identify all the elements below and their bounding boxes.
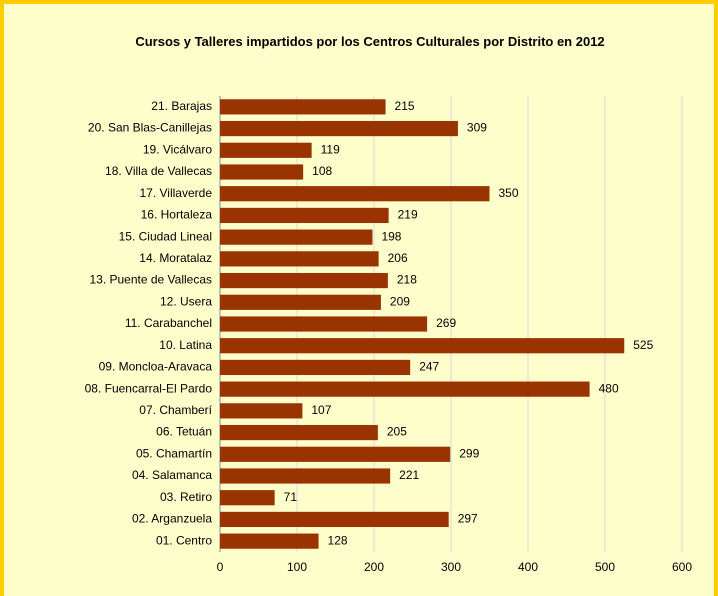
y-tick-label: 05. Chamartín <box>136 446 212 460</box>
y-tick-label: 09. Moncloa-Aravaca <box>99 360 213 374</box>
data-label: 350 <box>499 186 519 200</box>
chart-title: Cursos y Talleres impartidos por los Cen… <box>135 34 605 49</box>
bar <box>220 490 275 506</box>
data-label: 218 <box>397 273 417 287</box>
y-tick-label: 07. Chamberí <box>139 403 212 417</box>
bar <box>220 229 373 245</box>
y-tick-label: 16. Hortaleza <box>141 208 213 222</box>
bar <box>220 338 625 354</box>
y-tick-label: 01. Centro <box>156 533 212 547</box>
bar <box>220 294 381 310</box>
bar <box>220 207 389 224</box>
bar <box>220 533 319 549</box>
data-label: 247 <box>419 360 439 374</box>
bar <box>220 186 490 202</box>
y-tick-label: 02. Arganzuela <box>132 512 212 526</box>
data-label: 128 <box>328 533 348 547</box>
y-tick-label: 12. Usera <box>160 294 212 308</box>
x-tick-label: 200 <box>364 560 384 574</box>
x-tick-label: 600 <box>672 560 692 574</box>
x-tick-label: 100 <box>287 560 307 574</box>
y-tick-label: 10. Latina <box>159 338 212 352</box>
data-label: 205 <box>387 425 407 439</box>
data-label: 221 <box>399 468 419 482</box>
data-label: 209 <box>390 294 410 308</box>
bar <box>220 164 304 180</box>
y-tick-label: 06. Tetuán <box>156 425 212 439</box>
bar <box>220 403 303 419</box>
y-tick-label: 19. Vicálvaro <box>143 142 212 156</box>
data-label: 119 <box>321 142 340 156</box>
data-label: 215 <box>395 99 415 113</box>
y-tick-label: 08. Fuencarral-El Pardo <box>85 381 213 395</box>
y-tick-label: 15. Ciudad Lineal <box>119 229 212 243</box>
x-tick-label: 500 <box>595 560 615 574</box>
data-label: 198 <box>381 229 401 243</box>
bar <box>220 251 379 267</box>
data-label: 299 <box>459 446 479 460</box>
y-tick-label: 18. Villa de Vallecas <box>105 164 212 178</box>
x-tick-label: 0 <box>217 560 224 574</box>
bar <box>220 511 449 528</box>
y-tick-label: 21. Barajas <box>151 99 212 113</box>
bar <box>220 468 391 484</box>
bar <box>220 316 428 332</box>
x-tick-label: 300 <box>441 560 461 574</box>
data-label: 297 <box>458 512 478 526</box>
bar <box>220 359 411 376</box>
y-tick-label: 14. Moratalaz <box>139 251 212 265</box>
x-tick-label: 400 <box>518 560 538 574</box>
data-label: 107 <box>311 403 331 417</box>
data-label: 309 <box>467 121 487 135</box>
y-tick-label: 03. Retiro <box>160 490 212 504</box>
bar <box>220 446 451 462</box>
y-tick-label: 11. Carabanchel <box>125 316 212 330</box>
data-label: 269 <box>436 316 456 330</box>
data-label: 480 <box>599 381 619 395</box>
bar <box>220 381 590 397</box>
y-tick-label: 04. Salamanca <box>132 468 212 482</box>
bar <box>220 120 458 137</box>
bar <box>220 142 312 158</box>
data-label: 206 <box>388 251 408 265</box>
data-label: 71 <box>284 490 298 504</box>
bar <box>220 272 388 289</box>
data-label: 219 <box>398 208 418 222</box>
bar <box>220 424 378 441</box>
bar <box>220 99 386 115</box>
y-tick-label: 20. San Blas-Canillejas <box>88 121 212 135</box>
y-tick-label: 17. Villaverde <box>140 186 213 200</box>
data-label: 108 <box>312 164 332 178</box>
data-label: 525 <box>633 338 653 352</box>
y-tick-label: 13. Puente de Vallecas <box>89 273 212 287</box>
